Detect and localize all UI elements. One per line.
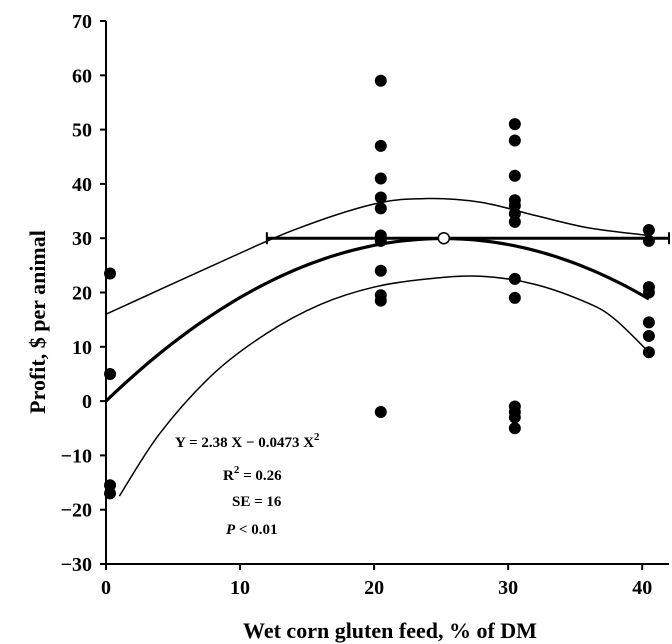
y-tick-label: 60 — [72, 65, 92, 87]
x-axis-ticks: 0 10 20 30 40 — [101, 564, 652, 599]
equation-line: Y = 2.38 X − 0.0473 X2 — [175, 431, 320, 451]
data-point — [508, 291, 521, 304]
data-point — [374, 172, 387, 185]
quadratic-fit-curve — [104, 236, 650, 403]
x-tick-label: 0 — [101, 577, 111, 599]
data-point — [104, 367, 117, 380]
data-point — [104, 267, 117, 280]
y-tick-label: −20 — [61, 500, 92, 522]
y-tick-label: 70 — [72, 11, 92, 33]
data-point — [374, 405, 387, 418]
y-tick-label: 20 — [72, 283, 92, 305]
x-tick-label: 20 — [364, 577, 384, 599]
data-point — [642, 346, 655, 359]
data-point — [374, 234, 387, 247]
curves — [104, 197, 670, 497]
data-point — [374, 191, 387, 204]
lower-confidence-curve — [118, 275, 650, 497]
x-axis-title: Wet corn gluten feed, % of DM — [243, 618, 537, 643]
data-point — [508, 169, 521, 182]
x-tick-label: 40 — [632, 577, 652, 599]
p-value-line: P < 0.01 — [226, 522, 277, 538]
data-point — [104, 487, 117, 500]
data-point — [374, 202, 387, 215]
optimum-point — [437, 231, 451, 245]
y-tick-label: 0 — [82, 391, 92, 413]
y-tick-label: 50 — [72, 120, 92, 142]
data-points — [104, 74, 655, 500]
y-axis-title: Profit, $ per animal — [25, 230, 50, 414]
data-point — [642, 286, 655, 299]
data-point — [642, 234, 655, 247]
data-point — [374, 264, 387, 277]
se-line: SE = 16 — [232, 494, 282, 510]
y-tick-label: 10 — [72, 337, 92, 359]
data-point — [374, 294, 387, 307]
data-point — [508, 411, 521, 424]
data-point — [508, 118, 521, 131]
data-point — [508, 422, 521, 435]
data-point — [508, 215, 521, 228]
r-squared-line: R2 = 0.26 — [223, 464, 282, 484]
equation-annotation: Y = 2.38 X − 0.0473 X2 R2 = 0.26 SE = 16… — [175, 431, 320, 538]
data-point — [642, 316, 655, 329]
axes — [105, 21, 669, 565]
y-tick-label: −30 — [61, 554, 92, 576]
data-point — [508, 134, 521, 147]
y-tick-label: 40 — [72, 174, 92, 196]
x-tick-label: 10 — [230, 577, 250, 599]
x-tick-label: 30 — [498, 577, 518, 599]
data-point — [374, 139, 387, 152]
upper-confidence-curve — [105, 197, 649, 315]
data-point — [508, 272, 521, 285]
y-tick-label: 30 — [72, 228, 92, 250]
data-point — [642, 224, 655, 237]
y-axis-ticks: −30 −20 −10 0 10 20 30 40 50 60 70 — [61, 11, 106, 576]
data-point — [642, 329, 655, 342]
y-tick-label: −10 — [61, 445, 92, 467]
data-point — [374, 74, 387, 87]
